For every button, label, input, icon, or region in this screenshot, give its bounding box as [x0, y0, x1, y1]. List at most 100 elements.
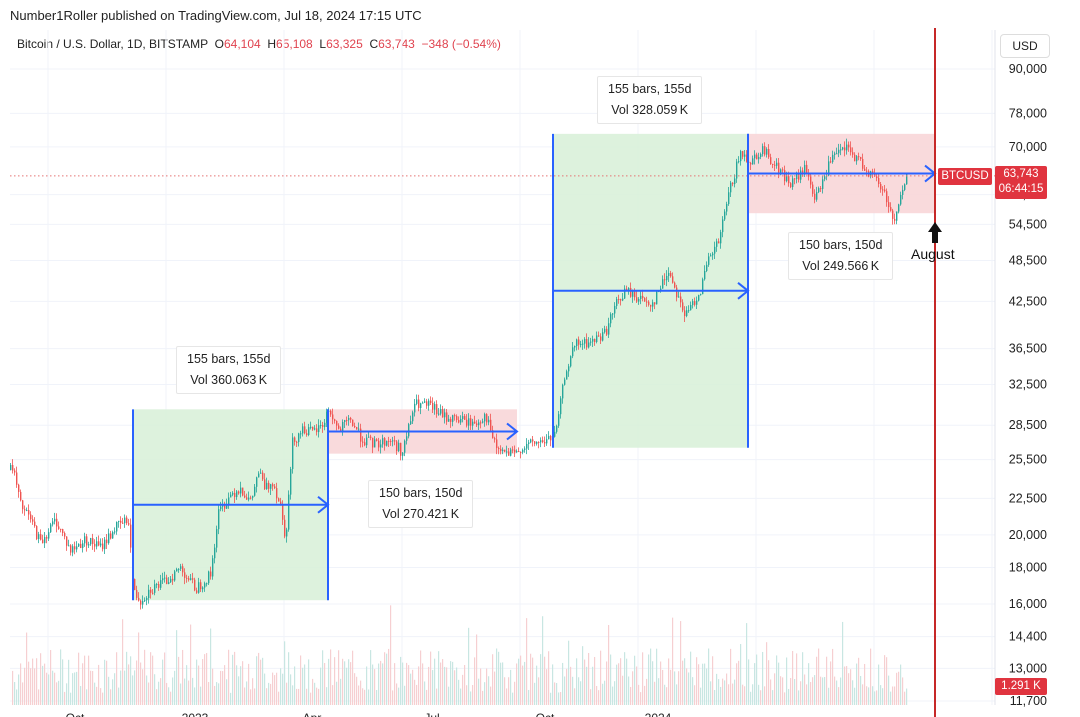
volume-bar: [442, 659, 444, 705]
volume-bar: [230, 692, 232, 705]
volume-bar: [698, 664, 700, 705]
volume-bar: [258, 652, 260, 705]
candle-body: [604, 328, 606, 333]
volume-bar: [574, 688, 576, 705]
candle-body: [280, 501, 282, 505]
volume-bar: [770, 679, 772, 705]
candle-body: [650, 304, 652, 307]
candle-body: [398, 442, 400, 452]
candle-body: [150, 589, 152, 593]
candle-body: [814, 193, 816, 200]
volume-bar: [584, 659, 586, 705]
volume-bar: [524, 661, 526, 705]
candle-body: [878, 178, 880, 185]
candle-body: [632, 290, 634, 297]
candle-body: [394, 440, 396, 442]
volume-bar: [708, 648, 710, 705]
candle-body: [764, 146, 766, 155]
range-vol-1: Vol 360.063 K: [190, 373, 268, 387]
volume-bar: [626, 658, 628, 705]
volume-bar: [902, 677, 904, 705]
candle-body: [720, 232, 722, 244]
candle-body: [476, 423, 478, 426]
candle-body: [482, 421, 484, 423]
volume-bar: [86, 689, 88, 705]
candle-body: [722, 219, 724, 233]
volume-bar: [218, 683, 220, 705]
candle-body: [382, 438, 384, 445]
candle-body: [770, 157, 772, 164]
volume-bar: [880, 685, 882, 705]
volume-bar: [642, 652, 644, 705]
volume-bar: [850, 669, 852, 705]
candle-body: [262, 472, 264, 480]
candle-body: [608, 323, 610, 335]
candle-body: [864, 168, 866, 171]
volume-bar: [868, 687, 870, 705]
volume-bar: [186, 665, 188, 705]
candle-body: [522, 449, 524, 453]
candle-body: [572, 347, 574, 357]
volume-bar: [388, 648, 390, 705]
volume-bar: [784, 692, 786, 705]
y-tick-label: 18,000: [1009, 561, 1047, 575]
volume-bar: [860, 676, 862, 705]
bar-countdown: 06:44:15: [998, 183, 1044, 195]
candle-body: [500, 448, 502, 451]
candle-body: [22, 500, 24, 510]
volume-bar: [508, 677, 510, 705]
candle-body: [312, 426, 314, 430]
volume-bar: [36, 658, 38, 705]
candle-body: [432, 402, 434, 410]
volume-bar: [556, 683, 558, 705]
candle-body: [884, 189, 886, 192]
candle-body: [302, 426, 304, 434]
candle-body: [554, 431, 556, 437]
volume-bar: [360, 680, 362, 705]
candle-body: [866, 170, 868, 172]
y-tick-label: 14,400: [1009, 630, 1047, 644]
candle-body: [712, 253, 714, 256]
volume-bar: [72, 673, 74, 705]
volume-bar: [700, 687, 702, 705]
candle-body: [546, 439, 548, 444]
volume-bar: [92, 671, 94, 705]
volume-bar: [712, 656, 714, 705]
y-tick-label: 13,000: [1009, 661, 1047, 675]
candle-body: [768, 148, 770, 158]
volume-bar: [892, 686, 894, 705]
candle-body: [756, 154, 758, 160]
volume-bar: [754, 663, 756, 705]
volume-bar: [270, 683, 272, 705]
volume-bar: [426, 689, 428, 705]
candle-body: [384, 438, 386, 446]
volume-bar: [296, 688, 298, 705]
volume-bar: [792, 650, 794, 705]
volume-bar: [326, 687, 328, 705]
volume-bar: [54, 672, 56, 705]
volume-bar: [424, 681, 426, 705]
candle-body: [602, 332, 604, 341]
volume-bar: [820, 676, 822, 705]
y-tick-label: 42,500: [1009, 294, 1047, 308]
candle-body: [124, 517, 126, 524]
candle-body: [858, 156, 860, 158]
volume-bar: [540, 654, 542, 705]
candle-body: [74, 546, 76, 550]
volume-bar: [724, 680, 726, 705]
y-tick-label: 32,500: [1009, 378, 1047, 392]
candle-body: [710, 255, 712, 257]
volume-bar: [28, 661, 30, 705]
volume-bar: [16, 689, 18, 705]
candle-body: [346, 420, 348, 422]
candle-body: [880, 184, 882, 190]
volume-bar: [244, 687, 246, 705]
volume-bar: [282, 673, 284, 705]
currency-button[interactable]: USD: [1000, 34, 1050, 58]
candle-body: [46, 537, 48, 539]
volume-bar: [350, 662, 352, 705]
volume-bar: [492, 654, 494, 705]
volume-bar: [586, 666, 588, 705]
volume-bar: [788, 688, 790, 705]
